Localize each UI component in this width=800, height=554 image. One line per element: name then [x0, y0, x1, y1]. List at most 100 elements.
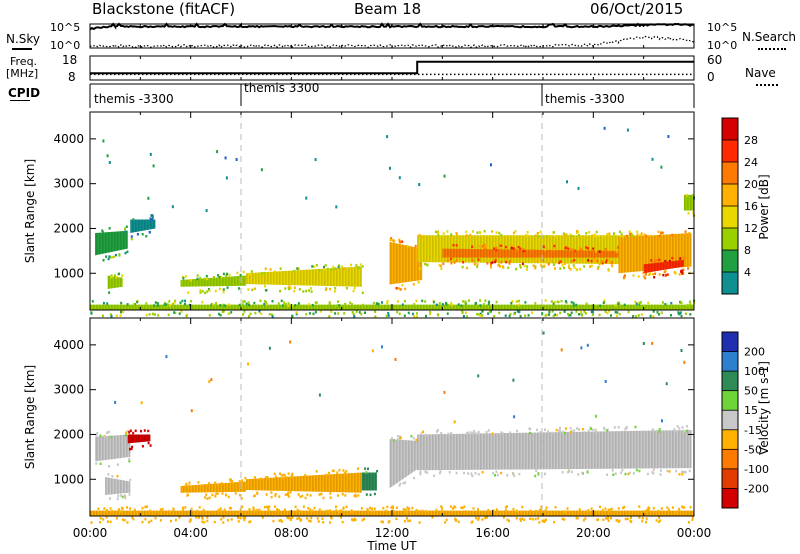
scatter-speck	[401, 283, 404, 287]
scatter-speck	[519, 314, 522, 318]
scatter-speck	[381, 520, 384, 524]
scatter-speck	[248, 520, 251, 524]
scatter-speck	[667, 508, 670, 511]
scatter-speck	[412, 283, 415, 286]
scatter-speck	[435, 508, 438, 512]
x-tick-label: 12:00	[375, 526, 410, 540]
scatter-speck	[418, 510, 421, 513]
colorbar-tick-label: 12	[744, 222, 758, 235]
scatter-speck	[598, 313, 601, 317]
scatter-speck	[184, 302, 186, 306]
scatter-speck	[416, 312, 418, 315]
scatter-speck	[206, 290, 209, 293]
scatter-speck	[576, 517, 579, 520]
scatter-speck	[168, 300, 171, 303]
scatter-speck	[242, 313, 244, 316]
scatter-speck	[319, 310, 322, 313]
scatter-speck	[638, 301, 641, 305]
scatter-speck	[298, 517, 301, 520]
scatter-speck	[526, 268, 528, 271]
scatter-speck	[637, 314, 640, 317]
scatter-speck	[367, 509, 370, 512]
scatter-speck	[469, 233, 472, 237]
scatter-speck	[210, 378, 213, 382]
scatter-speck	[252, 506, 255, 510]
scatter-speck	[277, 302, 280, 305]
scatter-speck	[174, 311, 177, 315]
freq-unit-label: [MHz]	[6, 67, 39, 80]
scatter-speck	[652, 468, 655, 471]
scatter-speck	[184, 299, 187, 303]
scatter-speck	[499, 248, 502, 252]
scatter-speck	[472, 230, 474, 233]
scatter-speck	[283, 474, 286, 477]
scatter-speck	[554, 506, 557, 509]
scatter-speck	[552, 248, 555, 251]
scatter-speck	[248, 303, 250, 307]
scatter-speck	[519, 264, 522, 267]
scatter-speck	[579, 268, 582, 271]
scatter-speck	[118, 508, 120, 511]
scatter-speck	[286, 476, 289, 479]
scatter-speck	[673, 428, 676, 431]
scatter-speck	[315, 301, 318, 304]
scatter-speck	[174, 518, 177, 522]
scatter-speck	[516, 429, 519, 433]
scatter-speck	[218, 312, 220, 316]
scatter-speck	[207, 482, 210, 485]
scatter-speck	[173, 311, 176, 314]
scatter-speck	[567, 264, 570, 267]
scatter-speck	[537, 235, 540, 238]
scatter-speck	[578, 508, 581, 511]
scatter-speck	[567, 247, 570, 250]
scatter-speck	[122, 310, 125, 314]
scatter-speck	[124, 227, 126, 231]
scatter-speck	[526, 265, 529, 268]
scatter-speck	[235, 158, 238, 161]
colorbar-swatch	[722, 250, 738, 273]
scatter-speck	[471, 259, 474, 262]
scatter-speck	[140, 429, 142, 433]
scatter-speck	[271, 300, 274, 303]
scatter-speck	[512, 244, 515, 247]
scatter-speck	[102, 259, 105, 262]
scatter-speck	[664, 269, 667, 273]
scatter-speck	[575, 310, 578, 313]
scatter-speck	[216, 150, 219, 154]
scatter-speck	[466, 266, 469, 270]
scatter-speck	[279, 518, 282, 522]
scatter-speck	[652, 506, 655, 510]
scatter-speck	[626, 234, 629, 238]
scatter-speck	[466, 432, 469, 435]
scatter-speck	[195, 516, 198, 519]
scatter-speck	[656, 311, 659, 314]
colorbar-swatch	[722, 351, 738, 372]
scatter-speck	[329, 287, 331, 291]
scatter-speck	[152, 312, 154, 316]
scatter-speck	[397, 435, 399, 438]
scatter-speck	[109, 507, 112, 510]
x-axis-title: Time UT	[366, 539, 417, 553]
scatter-speck	[203, 521, 206, 524]
scatter-speck	[607, 519, 610, 522]
scatter-speck	[173, 301, 176, 304]
scatter-speck	[288, 495, 291, 498]
scatter-speck	[279, 267, 282, 270]
scatter-speck	[418, 521, 421, 524]
scatter-speck	[266, 476, 269, 479]
scatter-speck	[471, 474, 474, 478]
scatter-speck	[229, 507, 232, 510]
colorbar-tick-label: -100	[744, 463, 769, 476]
scatter-speck	[652, 472, 655, 475]
scatter-speck	[453, 261, 456, 264]
scatter-speck	[310, 290, 313, 293]
scatter-speck	[335, 505, 337, 508]
scatter-speck	[406, 506, 409, 509]
scatter-speck	[322, 521, 325, 524]
scatter-speck	[542, 520, 544, 523]
scatter-speck	[220, 518, 223, 521]
scatter-speck	[273, 270, 276, 273]
scatter-speck	[361, 265, 364, 268]
scatter-speck	[91, 300, 94, 303]
scatter-speck	[670, 314, 672, 317]
